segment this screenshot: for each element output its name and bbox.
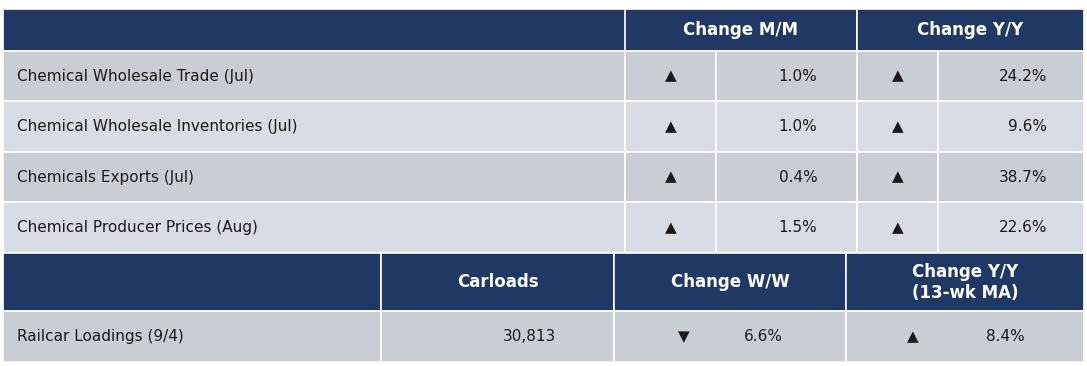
Bar xyxy=(625,202,716,253)
Bar xyxy=(846,311,1084,362)
Bar xyxy=(3,311,382,362)
Text: Carloads: Carloads xyxy=(457,273,538,291)
Text: ▲: ▲ xyxy=(891,220,903,235)
Bar xyxy=(846,253,1084,311)
Text: Chemicals Exports (Jul): Chemicals Exports (Jul) xyxy=(17,170,195,184)
Text: Change Y/Y
(13-wk MA): Change Y/Y (13-wk MA) xyxy=(912,263,1019,302)
Text: ▲: ▲ xyxy=(891,69,903,83)
Text: 8.4%: 8.4% xyxy=(986,329,1024,344)
Bar xyxy=(716,202,857,253)
Text: Chemical Producer Prices (Aug): Chemical Producer Prices (Aug) xyxy=(17,220,259,235)
Bar xyxy=(3,202,625,253)
Text: ▲: ▲ xyxy=(891,170,903,184)
Text: 30,813: 30,813 xyxy=(502,329,555,344)
Bar xyxy=(625,152,716,202)
Text: 22.6%: 22.6% xyxy=(999,220,1047,235)
Text: ▲: ▲ xyxy=(664,119,676,134)
Bar xyxy=(625,9,857,51)
Text: 9.6%: 9.6% xyxy=(1009,119,1047,134)
Bar xyxy=(625,51,716,101)
Bar xyxy=(938,51,1084,101)
Text: Change W/W: Change W/W xyxy=(671,273,789,291)
Text: 38.7%: 38.7% xyxy=(999,170,1047,184)
Bar xyxy=(382,311,614,362)
Bar xyxy=(3,152,625,202)
Bar xyxy=(716,101,857,152)
Text: ▲: ▲ xyxy=(664,69,676,83)
Bar xyxy=(857,51,938,101)
Bar xyxy=(382,253,614,311)
Text: ▲: ▲ xyxy=(907,329,919,344)
Text: Change M/M: Change M/M xyxy=(684,21,798,39)
Bar xyxy=(3,253,382,311)
Text: 1.5%: 1.5% xyxy=(778,220,817,235)
Bar xyxy=(614,311,846,362)
Bar xyxy=(857,152,938,202)
Text: Chemical Wholesale Trade (Jul): Chemical Wholesale Trade (Jul) xyxy=(17,69,254,83)
Text: 6.6%: 6.6% xyxy=(745,329,784,344)
Text: ▲: ▲ xyxy=(891,119,903,134)
Text: 1.0%: 1.0% xyxy=(778,69,817,83)
Bar xyxy=(857,202,938,253)
Text: ▲: ▲ xyxy=(664,170,676,184)
Bar xyxy=(716,51,857,101)
Bar xyxy=(857,101,938,152)
Bar xyxy=(938,152,1084,202)
Text: Change Y/Y: Change Y/Y xyxy=(917,21,1024,39)
Text: 1.0%: 1.0% xyxy=(778,119,817,134)
Bar xyxy=(3,9,716,51)
Text: Railcar Loadings (9/4): Railcar Loadings (9/4) xyxy=(17,329,184,344)
Bar xyxy=(3,101,625,152)
Text: ▲: ▲ xyxy=(664,220,676,235)
Text: ▼: ▼ xyxy=(677,329,689,344)
Bar xyxy=(3,51,625,101)
Bar xyxy=(716,152,857,202)
Bar xyxy=(857,9,1084,51)
Text: 24.2%: 24.2% xyxy=(999,69,1047,83)
Bar xyxy=(938,101,1084,152)
Bar xyxy=(625,101,716,152)
Bar xyxy=(938,202,1084,253)
Text: 0.4%: 0.4% xyxy=(778,170,817,184)
Text: Chemical Wholesale Inventories (Jul): Chemical Wholesale Inventories (Jul) xyxy=(17,119,298,134)
Bar xyxy=(3,362,1084,366)
Bar xyxy=(614,253,846,311)
